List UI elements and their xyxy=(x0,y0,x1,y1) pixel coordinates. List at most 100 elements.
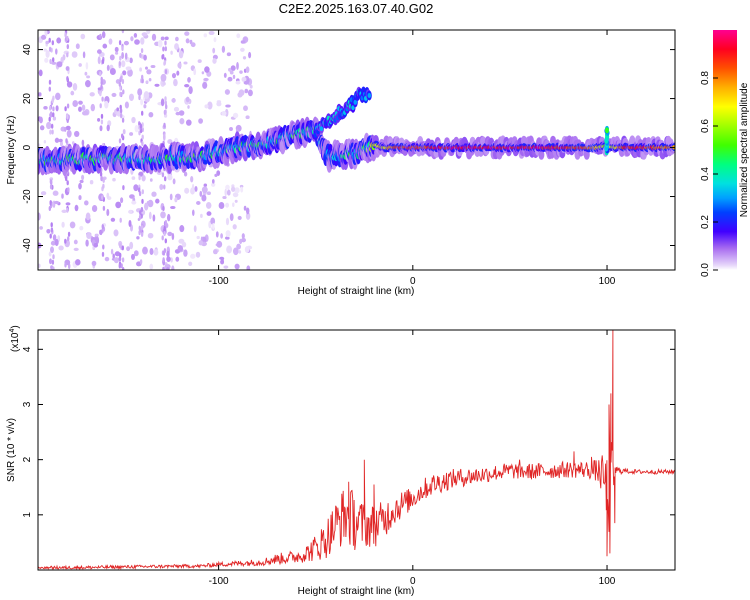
heatmap-cell xyxy=(244,88,249,94)
heatmap-cell xyxy=(73,239,78,245)
heatmap-cell xyxy=(241,76,247,83)
heatmap-cell xyxy=(121,46,124,51)
heatmap-cell xyxy=(66,81,73,88)
heatmap-cell xyxy=(222,195,227,200)
heatmap-cell xyxy=(86,75,91,79)
heatmap-cell xyxy=(243,105,248,112)
heatmap-cell xyxy=(119,243,122,249)
heatmap-cell xyxy=(237,215,242,220)
heatmap-cell xyxy=(78,182,82,190)
heatmap-cell xyxy=(194,185,198,192)
heatmap-cell xyxy=(232,192,239,198)
heatmap-cell xyxy=(48,79,52,85)
heatmap-ticks: -100 0 100 -40 -20 0 20 40 xyxy=(22,30,675,287)
heatmap-cell xyxy=(52,266,55,270)
heatmap-cell xyxy=(205,201,212,209)
heatmap-cell xyxy=(97,56,101,65)
heatmap-cell xyxy=(129,132,134,136)
svg-text:(x104): (x104) xyxy=(9,325,21,352)
heatmap-cell xyxy=(52,95,55,101)
heatmap-cell xyxy=(91,260,97,267)
heatmap-cell xyxy=(165,104,168,110)
heatmap-cell xyxy=(238,89,245,96)
heatmap-cell xyxy=(66,103,70,109)
heatmap-cell xyxy=(129,241,134,250)
heatmap-cell xyxy=(242,56,247,60)
heatmap-cell xyxy=(118,263,122,269)
heatmap-cell xyxy=(196,235,200,240)
heatmap-cell xyxy=(110,217,116,222)
heatmap-cell xyxy=(204,66,210,73)
heatmap-cell xyxy=(232,247,239,256)
heatmap-cell xyxy=(212,47,216,54)
heatmap-cell xyxy=(60,141,63,147)
heatmap-cell xyxy=(82,110,88,116)
heatmap-cell xyxy=(245,66,250,74)
heatmap-cell xyxy=(50,222,53,228)
heatmap-cell xyxy=(43,139,47,144)
heatmap-cell xyxy=(190,253,196,259)
heatmap-cell xyxy=(174,197,178,203)
heatmap-cell xyxy=(74,204,79,212)
heatmap-cell xyxy=(90,103,96,112)
heatmap-cell xyxy=(245,212,251,220)
heatmap-cell xyxy=(44,30,48,37)
heatmap-cell xyxy=(119,91,122,97)
heatmap-cell xyxy=(124,52,128,60)
heatmap-cell xyxy=(224,188,227,197)
heatmap-cell xyxy=(234,199,238,203)
heatmap-cell xyxy=(100,113,104,119)
heatmap-cell xyxy=(241,237,246,243)
heatmap-cell xyxy=(188,86,193,95)
heatmap-cell xyxy=(67,236,70,242)
heatmap-cell xyxy=(129,57,133,64)
heatmap-cell xyxy=(49,233,52,239)
heatmap-cell xyxy=(213,37,217,43)
heatmap-cell xyxy=(101,195,104,201)
heatmap-cell xyxy=(78,100,83,105)
heatmap-cell xyxy=(81,139,85,147)
heatmap-cell xyxy=(116,107,120,112)
heatmap-cell xyxy=(164,36,169,41)
heatmap-cell xyxy=(104,100,109,109)
heatmap-cell xyxy=(121,117,125,123)
heatmap-cell xyxy=(141,32,148,37)
heatmap-cell xyxy=(224,89,230,95)
heatmap-cell xyxy=(234,263,240,270)
heatmap-cell xyxy=(583,149,590,160)
snr-ylabel: SNR (10 * v/v) xyxy=(6,418,17,482)
heatmap-cell xyxy=(164,100,167,106)
heatmap-cell xyxy=(228,67,232,72)
heatmap-cell xyxy=(229,127,233,131)
heatmap-cell xyxy=(162,133,166,141)
x-tick-label: 100 xyxy=(599,576,616,587)
heatmap-cell xyxy=(66,52,69,58)
heatmap-cell xyxy=(65,138,68,144)
heatmap-cell xyxy=(50,246,54,254)
heatmap-cell xyxy=(145,66,148,70)
y-tick-label: -40 xyxy=(22,238,33,253)
heatmap-cell xyxy=(55,92,61,101)
heatmap-cell xyxy=(148,111,154,118)
heatmap-cell xyxy=(163,248,167,254)
heatmap-cell xyxy=(177,245,184,252)
heatmap-cell xyxy=(127,68,133,77)
heatmap-cell xyxy=(122,129,126,135)
heatmap-cell xyxy=(78,106,82,112)
heatmap-cell xyxy=(46,228,51,234)
y-tick-label: 1 xyxy=(22,512,33,518)
heatmap-cell xyxy=(148,211,152,220)
heatmap-cell xyxy=(160,98,165,107)
y-tick-label: 20 xyxy=(22,93,33,105)
heatmap-cell xyxy=(207,101,213,110)
figure-title: C2E2.2025.163.07.40.G02 xyxy=(279,1,434,16)
heatmap-cell xyxy=(249,84,253,89)
heatmap-cell xyxy=(78,63,82,67)
heatmap-cell xyxy=(148,77,152,82)
y-tick-label: -20 xyxy=(22,189,33,204)
snr-multiplier-exp: 4 xyxy=(9,329,16,333)
heatmap-cell xyxy=(161,235,164,241)
heatmap-cell xyxy=(138,225,141,231)
heatmap-cell xyxy=(66,35,69,41)
heatmap-cell xyxy=(184,31,190,36)
